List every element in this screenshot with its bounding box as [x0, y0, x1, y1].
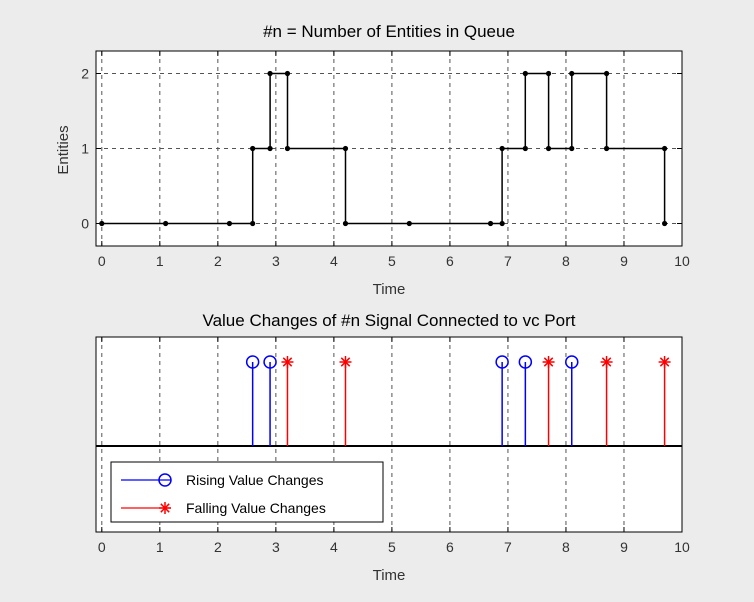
queue-count-point — [545, 145, 552, 152]
queue-count-point — [603, 145, 610, 152]
plot1-x-tick-label: 7 — [504, 253, 512, 269]
plot1-x-tick-label: 10 — [674, 253, 690, 269]
plot2-x-tick-label: 10 — [674, 539, 690, 555]
plot1-x-tick-label: 5 — [388, 253, 396, 269]
rising-change-marker — [518, 355, 533, 369]
plot2-ticks: 0 1 2 3 4 5 6 7 8 9 10 — [98, 337, 690, 555]
plot1-x-tick-label: 2 — [214, 253, 222, 269]
queue-count-point — [267, 70, 273, 77]
plot1-x-tick-label: 3 — [272, 253, 280, 269]
queue-count-point — [487, 220, 494, 227]
plot2-series — [245, 355, 671, 446]
value-changes-plot: 0 1 2 3 4 5 6 7 8 9 10 Value Changes of #n Signal … — [95, 311, 690, 584]
plot1-x-tick-label: 0 — [98, 253, 106, 269]
queue-count-point — [569, 145, 575, 152]
plot2-x-tick-label: 1 — [156, 539, 164, 555]
queue-count-point — [661, 145, 668, 152]
plot1-x-tick-label: 1 — [156, 253, 164, 269]
plot1-title: #n = Number of Entities in Queue — [263, 22, 515, 41]
falling-change-marker — [542, 356, 555, 368]
plot2-x-tick-label: 8 — [562, 539, 570, 555]
plot2-x-tick-label: 7 — [504, 539, 512, 555]
queue-count-point — [250, 145, 256, 152]
falling-change-marker — [600, 356, 613, 368]
legend: Rising Value Changes Falling Value Chang… — [110, 461, 384, 523]
queue-count-plot: 0 1 2 3 4 5 6 7 8 9 10 0 1 2 #n = Number of Entities … — [55, 22, 690, 298]
plot2-title: Value Changes of #n Signal Connected to … — [203, 311, 576, 330]
queue-count-point — [499, 145, 505, 152]
rising-change-marker — [565, 355, 579, 369]
plot1-x-axis-label: Time — [373, 281, 406, 298]
legend-box — [110, 461, 384, 523]
plot1-series — [99, 70, 668, 227]
plot2-x-tick-label: 3 — [272, 539, 280, 555]
rising-change-marker — [263, 355, 277, 369]
legend-rising-label: Rising Value Changes — [186, 472, 324, 488]
queue-count-point — [284, 145, 291, 152]
queue-count-point — [661, 220, 668, 227]
plot1-x-tick-label: 4 — [330, 253, 338, 269]
plot2-x-axis-label: Time — [373, 567, 406, 584]
rising-change-marker — [245, 355, 260, 369]
falling-change-marker — [281, 356, 294, 368]
queue-count-point — [99, 220, 105, 227]
queue-count-point — [267, 145, 273, 152]
queue-count-point — [499, 220, 505, 227]
plot2-x-tick-label: 0 — [98, 539, 106, 555]
legend-rising-marker — [158, 473, 172, 487]
queue-count-point — [342, 145, 349, 152]
falling-change-marker — [658, 356, 671, 368]
plot1-y-tick-label: 0 — [81, 216, 89, 232]
legend-falling-label: Falling Value Changes — [186, 500, 326, 516]
queue-count-point — [250, 220, 256, 227]
queue-count-point — [284, 70, 291, 77]
plot1-x-tick-label: 9 — [620, 253, 628, 269]
falling-change-marker — [339, 356, 352, 368]
plot2-x-tick-label: 5 — [388, 539, 396, 555]
plot1-y-tick-label: 2 — [81, 66, 89, 82]
plot2-x-tick-label: 2 — [214, 539, 222, 555]
queue-count-point — [569, 70, 575, 77]
queue-count-point — [406, 220, 412, 227]
queue-count-point — [226, 220, 233, 227]
rising-change-marker — [495, 355, 509, 369]
queue-count-point — [603, 70, 610, 77]
plot1-y-tick-label: 1 — [81, 141, 89, 157]
queue-count-point — [522, 145, 528, 152]
queue-count-point — [545, 70, 552, 77]
plot1-ticks: 0 1 2 3 4 5 6 7 8 9 10 0 1 2 — [81, 51, 690, 269]
legend-falling-marker — [159, 502, 171, 514]
queue-count-point — [342, 220, 349, 227]
plot2-x-tick-label: 4 — [330, 539, 338, 555]
plot1-x-tick-label: 8 — [562, 253, 570, 269]
plot1-x-tick-label: 6 — [446, 253, 454, 269]
plot2-x-tick-label: 6 — [446, 539, 454, 555]
queue-count-point — [522, 70, 528, 77]
plot1-y-axis-label: Entities — [55, 125, 72, 174]
plot2-x-tick-label: 9 — [620, 539, 628, 555]
queue-count-point — [163, 220, 169, 227]
